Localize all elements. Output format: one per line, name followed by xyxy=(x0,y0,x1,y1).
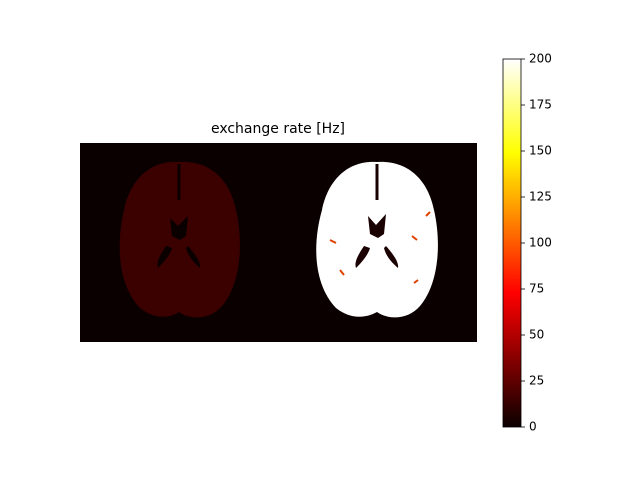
chart-title: exchange rate [Hz] xyxy=(211,121,345,137)
colorbar-tick-label: 175 xyxy=(529,98,552,112)
colorbar-tick-label: 150 xyxy=(529,144,552,158)
colorbar xyxy=(502,58,522,428)
brain-left xyxy=(119,161,240,318)
colorbar-tick-label: 200 xyxy=(529,52,552,66)
colorbar-tick-label: 0 xyxy=(529,420,537,434)
colorbar-tick-label: 125 xyxy=(529,190,552,204)
colorbar-tick-label: 50 xyxy=(529,328,544,342)
colorbar-tick-label: 25 xyxy=(529,374,544,388)
colorbar-tick-label: 75 xyxy=(529,282,544,296)
brain-right xyxy=(316,161,438,318)
colorbar-tick-label: 100 xyxy=(529,236,552,250)
